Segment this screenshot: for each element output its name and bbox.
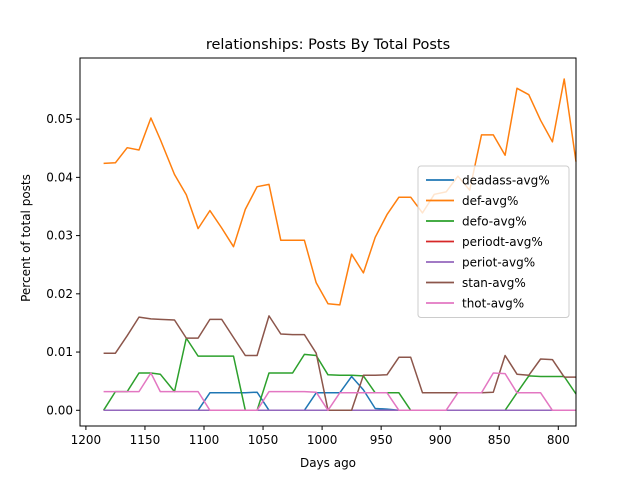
x-tick-label: 800 <box>547 433 570 447</box>
series-line-def-avg-pct <box>103 78 577 306</box>
x-tick-label: 1200 <box>71 433 102 447</box>
x-tick-label: 850 <box>488 433 511 447</box>
legend-box <box>417 165 570 318</box>
y-axis-label: Percent of total posts <box>19 174 33 302</box>
series-line-stan-avg-pct <box>103 315 576 412</box>
x-tick-label: 1100 <box>189 433 220 447</box>
axes-frame <box>79 57 577 427</box>
x-tick-label: 950 <box>370 433 393 447</box>
x-tick-label: 1050 <box>248 433 279 447</box>
y-tick-label: 0.05 <box>46 112 73 126</box>
x-axis-label: Days ago <box>300 456 356 470</box>
legend-entry-label: periot-avg% <box>462 256 535 270</box>
legend-entry-label: stan-avg% <box>462 276 526 290</box>
y-tick-label: 0.04 <box>46 170 73 184</box>
x-tick-label: 1000 <box>307 433 338 447</box>
y-tick-label: 0.02 <box>46 287 73 301</box>
series-line-thot-avg-pct <box>103 372 576 412</box>
legend-entry-label: periodt-avg% <box>462 235 543 249</box>
legend-entry-label: def-avg% <box>462 194 518 208</box>
x-tick-label: 900 <box>429 433 452 447</box>
plot-area: 1200 1150 1100 1050 1000 950 900 850 800 0.00 0.01… <box>46 57 577 447</box>
legend-entry-label: defo-avg% <box>462 215 527 229</box>
legend-entry-label: deadass-avg% <box>462 174 550 188</box>
legend: deadass-avg% def-avg% defo-avg% periodt-avg… <box>417 165 570 318</box>
legend-entry-label: thot-avg% <box>462 297 524 311</box>
y-tick-label: 0.03 <box>46 229 73 243</box>
chart-title: relationships: Posts By Total Posts <box>206 37 450 53</box>
y-tick-label: 0.00 <box>46 403 73 417</box>
x-tick-label: 1150 <box>130 433 161 447</box>
y-tick-label: 0.01 <box>46 345 73 359</box>
